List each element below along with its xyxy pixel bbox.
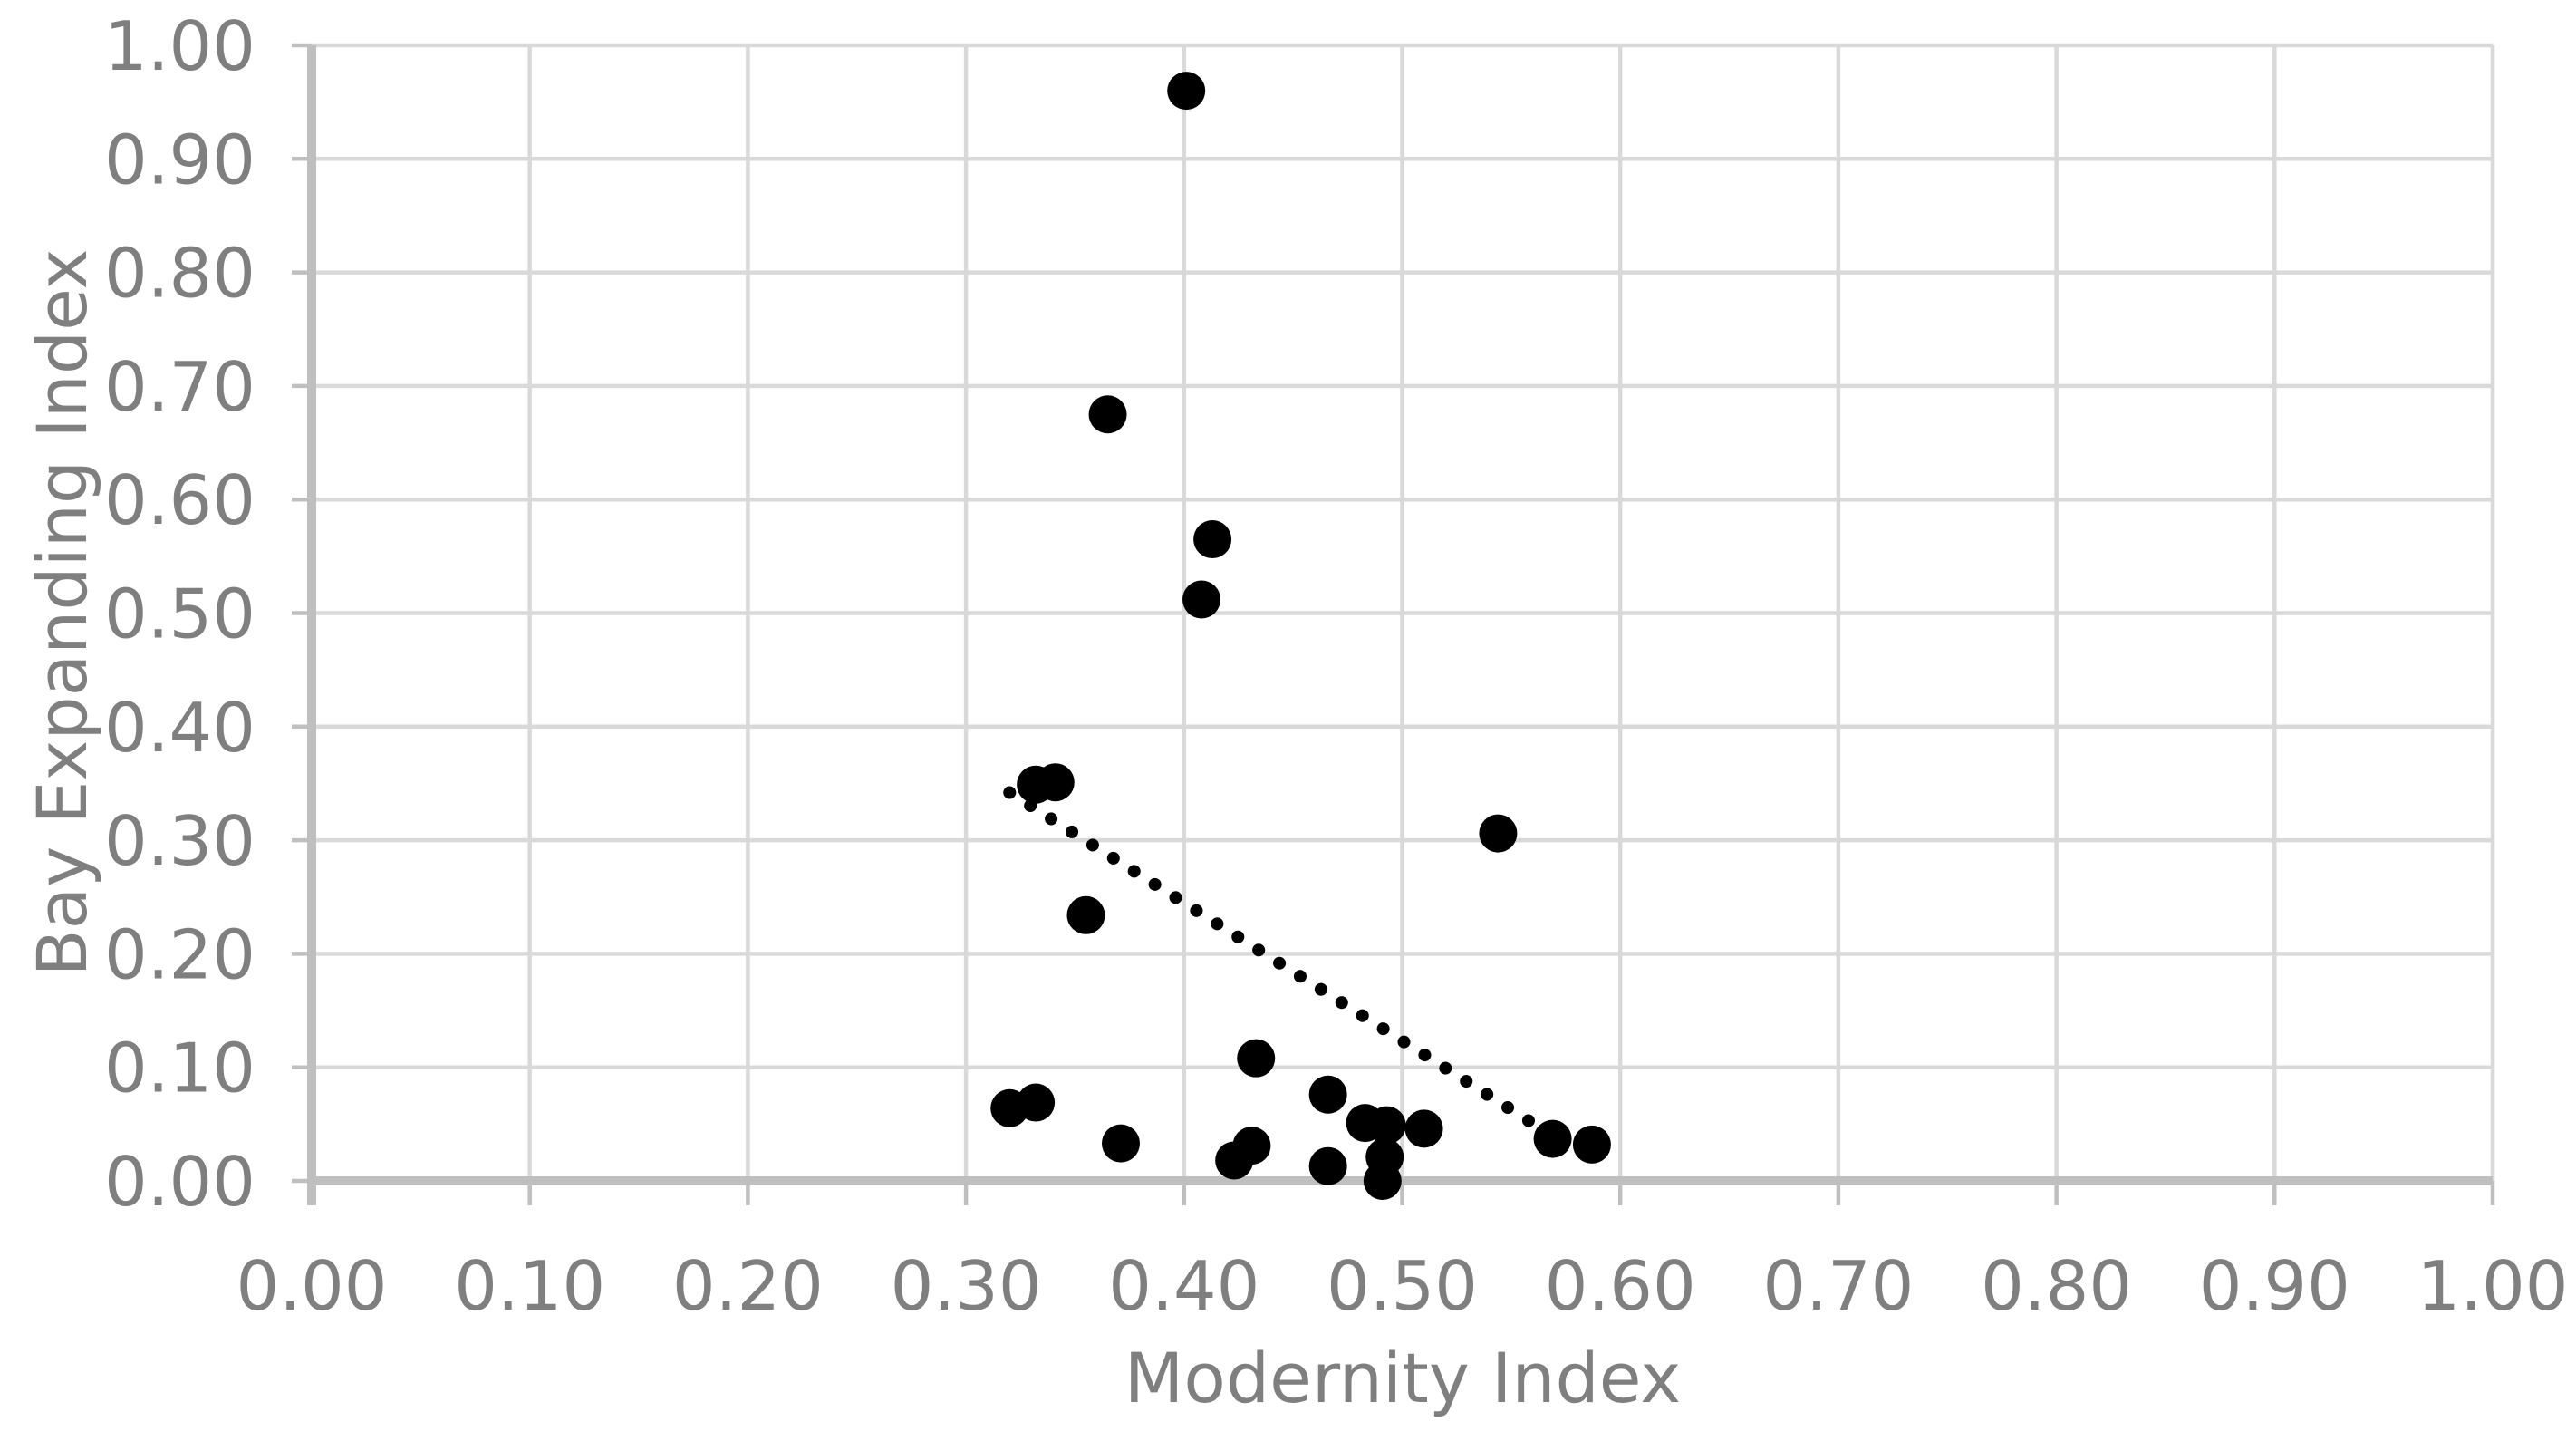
y-tick-label: 0.20 bbox=[104, 914, 256, 994]
data-point bbox=[1193, 520, 1232, 559]
y-tick-label: 0.10 bbox=[104, 1029, 256, 1108]
data-point bbox=[1017, 1083, 1056, 1122]
trendline bbox=[1003, 786, 1536, 1127]
y-tick-label: 0.90 bbox=[104, 120, 256, 199]
data-point bbox=[1572, 1125, 1611, 1164]
y-tick-label: 0.40 bbox=[104, 688, 256, 768]
x-tick-label: 0.90 bbox=[2199, 1246, 2350, 1326]
y-tick-label: 0.70 bbox=[104, 347, 256, 427]
x-tick-label: 0.20 bbox=[672, 1246, 824, 1326]
data-point bbox=[1367, 1106, 1406, 1145]
y-tick-label: 0.50 bbox=[104, 575, 256, 654]
x-tick-label: 0.70 bbox=[1762, 1246, 1914, 1326]
data-point bbox=[1182, 580, 1221, 619]
data-point bbox=[1479, 814, 1518, 853]
y-tick-labels: 0.00 0.10 0.20 0.30 0.40 0.50 0.60 0.70 0.80 0.90… bbox=[104, 6, 256, 1222]
trendline-dotted bbox=[1003, 786, 1536, 1127]
data-point bbox=[1036, 763, 1075, 802]
data-point bbox=[1066, 895, 1105, 934]
data-point bbox=[1533, 1119, 1572, 1158]
y-tick-label: 0.80 bbox=[104, 234, 256, 314]
data-point bbox=[1167, 72, 1206, 111]
x-tick-label: 0.30 bbox=[891, 1246, 1042, 1326]
y-tick-label: 0.00 bbox=[104, 1142, 256, 1222]
x-tick-label: 0.60 bbox=[1545, 1246, 1696, 1326]
data-point bbox=[1232, 1127, 1271, 1165]
y-tick-label: 1.00 bbox=[104, 6, 256, 86]
data-point bbox=[1404, 1109, 1443, 1148]
tick-marks bbox=[292, 43, 2495, 1205]
x-axis-title: Modernity Index bbox=[1124, 1338, 1681, 1418]
x-tick-label: 0.80 bbox=[1981, 1246, 2132, 1326]
y-tick-label: 0.60 bbox=[104, 460, 256, 540]
data-points bbox=[990, 72, 1611, 1200]
gridlines bbox=[309, 43, 2495, 1184]
axes bbox=[307, 45, 2493, 1205]
data-point bbox=[1088, 395, 1127, 434]
y-axis-title: Bay Expanding Index bbox=[22, 249, 102, 977]
x-tick-label: 0.50 bbox=[1327, 1246, 1478, 1326]
x-tick-label: 0.10 bbox=[454, 1246, 605, 1326]
data-point bbox=[1237, 1039, 1276, 1078]
data-point bbox=[1101, 1124, 1140, 1163]
data-point bbox=[1363, 1162, 1402, 1200]
x-tick-label: 1.00 bbox=[2417, 1246, 2569, 1326]
y-tick-label: 0.30 bbox=[104, 801, 256, 881]
data-point bbox=[1308, 1075, 1347, 1114]
data-point bbox=[1308, 1146, 1347, 1185]
x-tick-labels: 0.00 0.10 0.20 0.30 0.40 0.50 0.60 0.70 0.80 0.90… bbox=[236, 1246, 2569, 1326]
x-tick-label: 0.40 bbox=[1108, 1246, 1259, 1326]
x-tick-label: 0.00 bbox=[236, 1246, 388, 1326]
